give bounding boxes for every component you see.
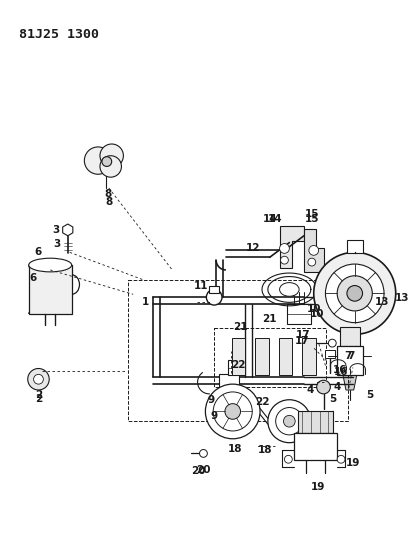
Text: 5: 5 <box>330 394 337 404</box>
Bar <box>298 411 333 433</box>
Circle shape <box>309 246 319 255</box>
Text: 3: 3 <box>54 239 61 248</box>
Circle shape <box>207 289 222 305</box>
Circle shape <box>34 374 43 384</box>
Text: 10: 10 <box>310 309 324 319</box>
Circle shape <box>225 403 240 419</box>
Text: 14: 14 <box>263 214 277 224</box>
Text: 2: 2 <box>35 390 42 400</box>
Circle shape <box>281 256 288 264</box>
Bar <box>232 338 245 375</box>
Text: 16: 16 <box>334 367 348 377</box>
Circle shape <box>308 258 316 266</box>
Bar <box>29 265 72 314</box>
Text: 20: 20 <box>191 466 206 476</box>
Bar <box>294 433 337 461</box>
Text: 15: 15 <box>305 214 319 224</box>
Bar <box>228 360 243 375</box>
Bar <box>340 327 360 346</box>
Text: 21: 21 <box>233 321 248 332</box>
Text: 4: 4 <box>333 382 341 392</box>
Circle shape <box>276 408 303 435</box>
Circle shape <box>337 276 372 311</box>
Text: 22: 22 <box>231 360 246 369</box>
Circle shape <box>347 286 362 301</box>
Text: 10: 10 <box>306 304 321 314</box>
Text: 14: 14 <box>267 214 282 224</box>
Text: 18: 18 <box>227 443 242 454</box>
Circle shape <box>283 415 295 427</box>
Text: 6: 6 <box>35 247 42 257</box>
Bar <box>255 338 269 375</box>
Circle shape <box>280 244 289 253</box>
Text: 3: 3 <box>52 225 60 235</box>
Text: 13: 13 <box>375 297 389 307</box>
Circle shape <box>317 380 330 394</box>
Bar <box>347 240 362 253</box>
Circle shape <box>102 157 112 166</box>
Bar <box>337 346 362 375</box>
Polygon shape <box>343 375 357 390</box>
Circle shape <box>100 156 121 177</box>
Polygon shape <box>304 229 324 272</box>
Text: 7: 7 <box>347 351 355 361</box>
Circle shape <box>84 147 112 174</box>
Circle shape <box>100 144 124 167</box>
Circle shape <box>200 449 207 457</box>
Text: 22: 22 <box>255 397 269 407</box>
Text: 17: 17 <box>295 336 309 346</box>
Bar <box>128 280 348 421</box>
Text: 18: 18 <box>258 446 272 456</box>
Circle shape <box>314 252 396 334</box>
Text: 1: 1 <box>142 297 149 307</box>
Circle shape <box>205 384 260 439</box>
Text: 11: 11 <box>194 280 209 290</box>
Circle shape <box>213 392 252 431</box>
Bar <box>279 338 292 375</box>
Circle shape <box>284 455 292 463</box>
Bar <box>302 338 316 375</box>
Bar <box>288 304 311 324</box>
Ellipse shape <box>29 258 72 272</box>
Text: 19: 19 <box>310 482 325 491</box>
Circle shape <box>268 400 311 443</box>
Text: 2: 2 <box>35 394 42 404</box>
Circle shape <box>328 339 336 347</box>
Text: 15: 15 <box>305 209 319 219</box>
Text: 9: 9 <box>208 395 215 405</box>
Circle shape <box>337 455 345 463</box>
Text: 13: 13 <box>394 293 409 303</box>
Circle shape <box>28 368 49 390</box>
Text: 17: 17 <box>296 330 310 340</box>
Text: 4: 4 <box>306 385 314 395</box>
Text: 7: 7 <box>344 351 352 361</box>
Text: 16: 16 <box>333 366 347 375</box>
Text: 19: 19 <box>346 458 360 468</box>
Text: 9: 9 <box>211 411 218 421</box>
Text: 21: 21 <box>263 314 277 324</box>
Ellipse shape <box>280 282 299 296</box>
Text: 8: 8 <box>105 197 112 207</box>
Bar <box>326 350 335 358</box>
Text: 6: 6 <box>29 273 36 282</box>
Text: 12: 12 <box>246 244 261 254</box>
Text: 8: 8 <box>104 189 111 199</box>
Bar <box>219 374 238 390</box>
Text: 81J25 1300: 81J25 1300 <box>19 28 99 41</box>
Bar <box>209 286 219 293</box>
Bar <box>214 328 326 387</box>
Text: 20: 20 <box>196 465 211 475</box>
Text: 5: 5 <box>366 390 373 400</box>
Circle shape <box>326 264 384 322</box>
Polygon shape <box>280 226 304 268</box>
